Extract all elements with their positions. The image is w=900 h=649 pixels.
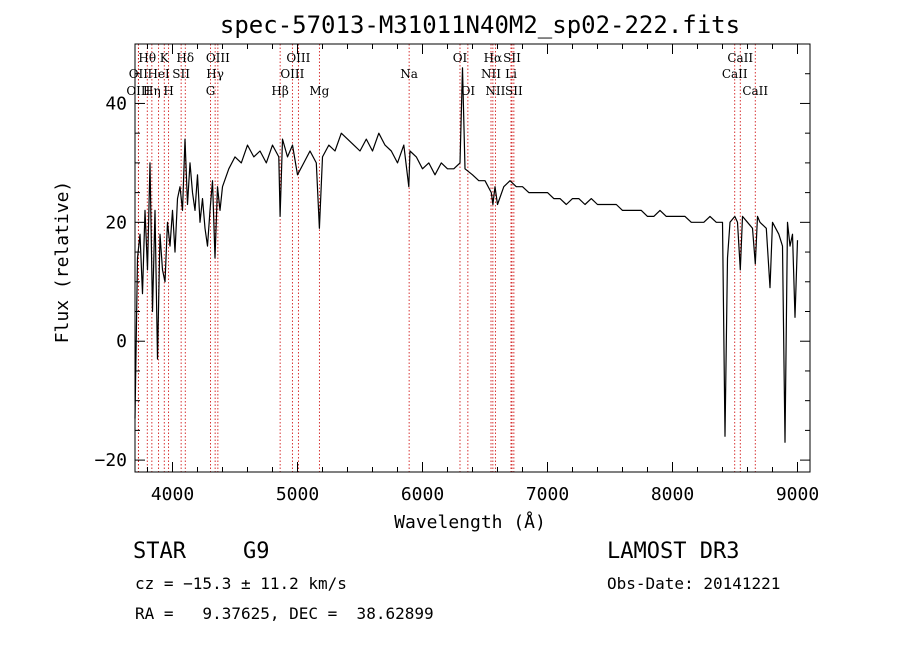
survey-name: LAMOST DR3 — [607, 539, 740, 564]
chart-title: spec-57013-M31011N40M2_sp02-222.fits — [220, 11, 740, 39]
line-marker-label: OIII — [286, 51, 310, 65]
plot-frame — [134, 43, 811, 473]
line-marker-label: SII — [505, 84, 523, 98]
line-marker-label: OI — [453, 51, 468, 65]
y-tick-label: 20 — [105, 212, 127, 233]
line-marker-label: K — [160, 51, 170, 65]
line-marker-label: Mg — [309, 84, 329, 98]
y-tick-label: 0 — [116, 331, 127, 352]
x-tick-label: 9000 — [776, 484, 819, 505]
line-marker-label: Hθ — [138, 51, 156, 65]
obs-date: Obs-Date: 20141221 — [607, 574, 781, 593]
axis-ticks: 4000 5000 6000 7000 8000 9000 −20 0 20 40 — [94, 44, 819, 505]
line-marker-label: Hβ — [271, 84, 288, 98]
x-tick-label: 6000 — [401, 484, 444, 505]
line-marker-label: G — [206, 84, 216, 98]
y-tick-label: 40 — [105, 93, 127, 114]
line-marker-label: Hγ — [206, 67, 224, 81]
x-tick-label: 5000 — [276, 484, 319, 505]
line-marker-label: Hη — [143, 84, 161, 98]
line-marker-label: Li — [505, 67, 517, 81]
line-marker-label: Hδ — [176, 51, 194, 65]
line-marker-label: OIII — [126, 84, 150, 98]
redshift-cz: cz = −15.3 ± 11.2 km/s — [135, 574, 347, 593]
x-tick-label: 4000 — [151, 484, 194, 505]
y-tick-label: −20 — [94, 450, 127, 471]
object-subclass: G9 — [243, 539, 270, 564]
line-marker-label: Hα — [484, 51, 503, 65]
line-markers — [137, 44, 756, 472]
line-marker-label: OIII — [280, 67, 304, 81]
line-marker-label: SII — [172, 67, 190, 81]
line-marker-label: OIII — [206, 51, 230, 65]
x-axis-label: Wavelength (Å) — [394, 511, 546, 533]
line-marker-label: H — [163, 84, 173, 98]
object-class: STAR — [133, 539, 186, 564]
line-marker-label: NII — [481, 67, 501, 81]
line-marker-label: NII — [485, 84, 505, 98]
line-marker-label: CaII — [742, 84, 768, 98]
line-marker-label: SII — [503, 51, 521, 65]
line-marker-label: OI — [461, 84, 476, 98]
line-marker-label: CaII — [727, 51, 753, 65]
line-marker-label: CaII — [722, 67, 748, 81]
line-marker-label: Na — [400, 67, 418, 81]
x-tick-label: 7000 — [526, 484, 569, 505]
spectrum-series-line — [134, 67, 799, 443]
line-marker-label: HeI — [147, 67, 170, 81]
y-axis-label: Flux (relative) — [52, 181, 73, 344]
coordinates: RA = 9.37625, DEC = 38.62899 — [135, 604, 434, 623]
x-tick-label: 8000 — [651, 484, 694, 505]
